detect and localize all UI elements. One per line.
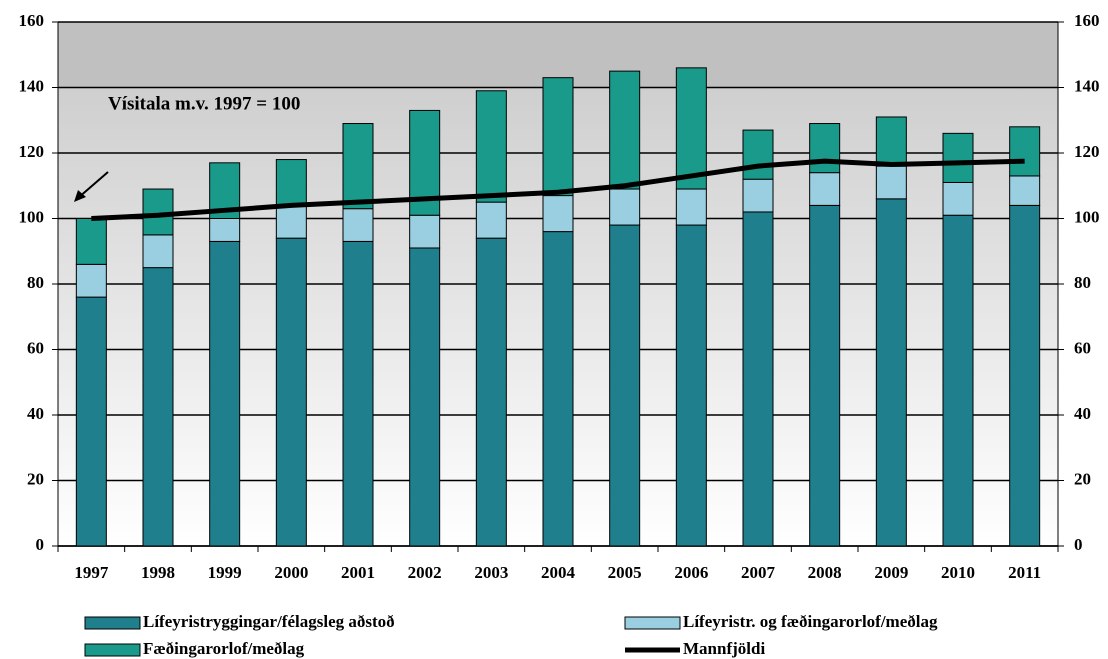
bar-segment bbox=[942, 181, 974, 216]
bar-segment bbox=[142, 188, 174, 236]
bar-segment bbox=[875, 165, 907, 200]
bar-segment bbox=[209, 218, 241, 242]
y2-tick-label: 100 bbox=[1074, 207, 1100, 226]
legend-label: Fæðingarorlof/meðlag bbox=[143, 639, 305, 658]
y-tick-label: 140 bbox=[19, 76, 45, 95]
bar-segment bbox=[409, 214, 441, 249]
bar-segment bbox=[875, 116, 907, 167]
bar-segment bbox=[75, 218, 107, 265]
bar-segment bbox=[209, 240, 241, 547]
legend-label: Lífeyristryggingar/félagsleg aðstoð bbox=[143, 612, 395, 631]
bar-segment bbox=[542, 231, 574, 547]
y-tick-label: 80 bbox=[27, 273, 44, 292]
bar-segment bbox=[742, 129, 774, 180]
bar-segment bbox=[475, 237, 507, 547]
y2-tick-label: 40 bbox=[1074, 404, 1091, 423]
x-tick-label: 2004 bbox=[541, 563, 576, 582]
y2-tick-label: 140 bbox=[1074, 76, 1100, 95]
x-tick-label: 2007 bbox=[741, 563, 776, 582]
legend-label: Mannfjöldi bbox=[683, 639, 765, 658]
bar-segment bbox=[675, 224, 707, 547]
x-tick-label: 2002 bbox=[408, 563, 442, 582]
bar-segment bbox=[275, 204, 307, 239]
bar-segment bbox=[342, 123, 374, 210]
bar-segment bbox=[809, 123, 841, 174]
bar-segment bbox=[942, 132, 974, 183]
x-tick-label: 1997 bbox=[74, 563, 109, 582]
bar-segment bbox=[475, 201, 507, 239]
y-tick-label: 160 bbox=[19, 11, 45, 30]
bar-segment bbox=[142, 234, 174, 269]
bar-segment bbox=[142, 267, 174, 547]
legend-swatch bbox=[624, 616, 681, 630]
line-series bbox=[91, 158, 1025, 221]
y-tick-label: 0 bbox=[36, 535, 45, 554]
bar-segment bbox=[942, 214, 974, 547]
bar-segment bbox=[75, 296, 107, 547]
bar-segment bbox=[675, 67, 707, 190]
x-tick-label: 2009 bbox=[874, 563, 908, 582]
bar-segment bbox=[1009, 126, 1041, 177]
bar-segment bbox=[609, 70, 641, 190]
x-tick-label: 2006 bbox=[674, 563, 708, 582]
plot-top-band bbox=[58, 22, 1058, 88]
bar-segment bbox=[75, 263, 107, 298]
bar-segment bbox=[1009, 204, 1041, 547]
x-tick-label: 2008 bbox=[808, 563, 842, 582]
y2-tick-label: 0 bbox=[1074, 535, 1083, 554]
bar-segment bbox=[609, 224, 641, 547]
x-tick-label: 2000 bbox=[274, 563, 308, 582]
bar-segment bbox=[275, 159, 307, 206]
legend-swatch bbox=[84, 616, 141, 630]
bar-segment bbox=[542, 77, 574, 197]
y-tick-label: 120 bbox=[19, 142, 45, 161]
y2-tick-label: 120 bbox=[1074, 142, 1100, 161]
x-tick-label: 2011 bbox=[1008, 563, 1041, 582]
bar-segment bbox=[542, 195, 574, 233]
y2-tick-label: 160 bbox=[1074, 11, 1100, 30]
y2-tick-label: 20 bbox=[1074, 469, 1091, 488]
x-tick-label: 2010 bbox=[941, 563, 975, 582]
bar-segment bbox=[609, 188, 641, 226]
bar-segment bbox=[475, 90, 507, 203]
y2-tick-label: 80 bbox=[1074, 273, 1091, 292]
bar-segment bbox=[742, 211, 774, 547]
bar-segment bbox=[342, 208, 374, 242]
bar-segment bbox=[809, 172, 841, 206]
legend-label: Lífeyristr. og fæðingarorlof/meðlag bbox=[683, 612, 938, 631]
x-tick-label: 2003 bbox=[474, 563, 508, 582]
bar-segment bbox=[409, 247, 441, 547]
x-tick-label: 1999 bbox=[208, 563, 242, 582]
x-tick-label: 2005 bbox=[608, 563, 642, 582]
annotation: Vísitala m.v. 1997 = 100 bbox=[108, 93, 300, 114]
x-tick-label: 2001 bbox=[341, 563, 375, 582]
bar-segment bbox=[675, 188, 707, 226]
y-tick-label: 20 bbox=[27, 469, 44, 488]
y-tick-label: 60 bbox=[27, 338, 44, 357]
bar-segment bbox=[809, 204, 841, 547]
y2-tick-label: 60 bbox=[1074, 338, 1091, 357]
bar-segment bbox=[275, 237, 307, 547]
y-tick-label: 40 bbox=[27, 404, 44, 423]
arrow bbox=[77, 171, 109, 199]
bar-segment bbox=[342, 240, 374, 547]
bar-segment bbox=[875, 198, 907, 547]
bar-segment bbox=[742, 178, 774, 213]
x-tick-label: 1998 bbox=[141, 563, 175, 582]
arrow-head bbox=[74, 190, 86, 202]
bar-segment bbox=[1009, 175, 1041, 206]
y-tick-label: 100 bbox=[19, 207, 45, 226]
legend-swatch bbox=[84, 643, 141, 657]
